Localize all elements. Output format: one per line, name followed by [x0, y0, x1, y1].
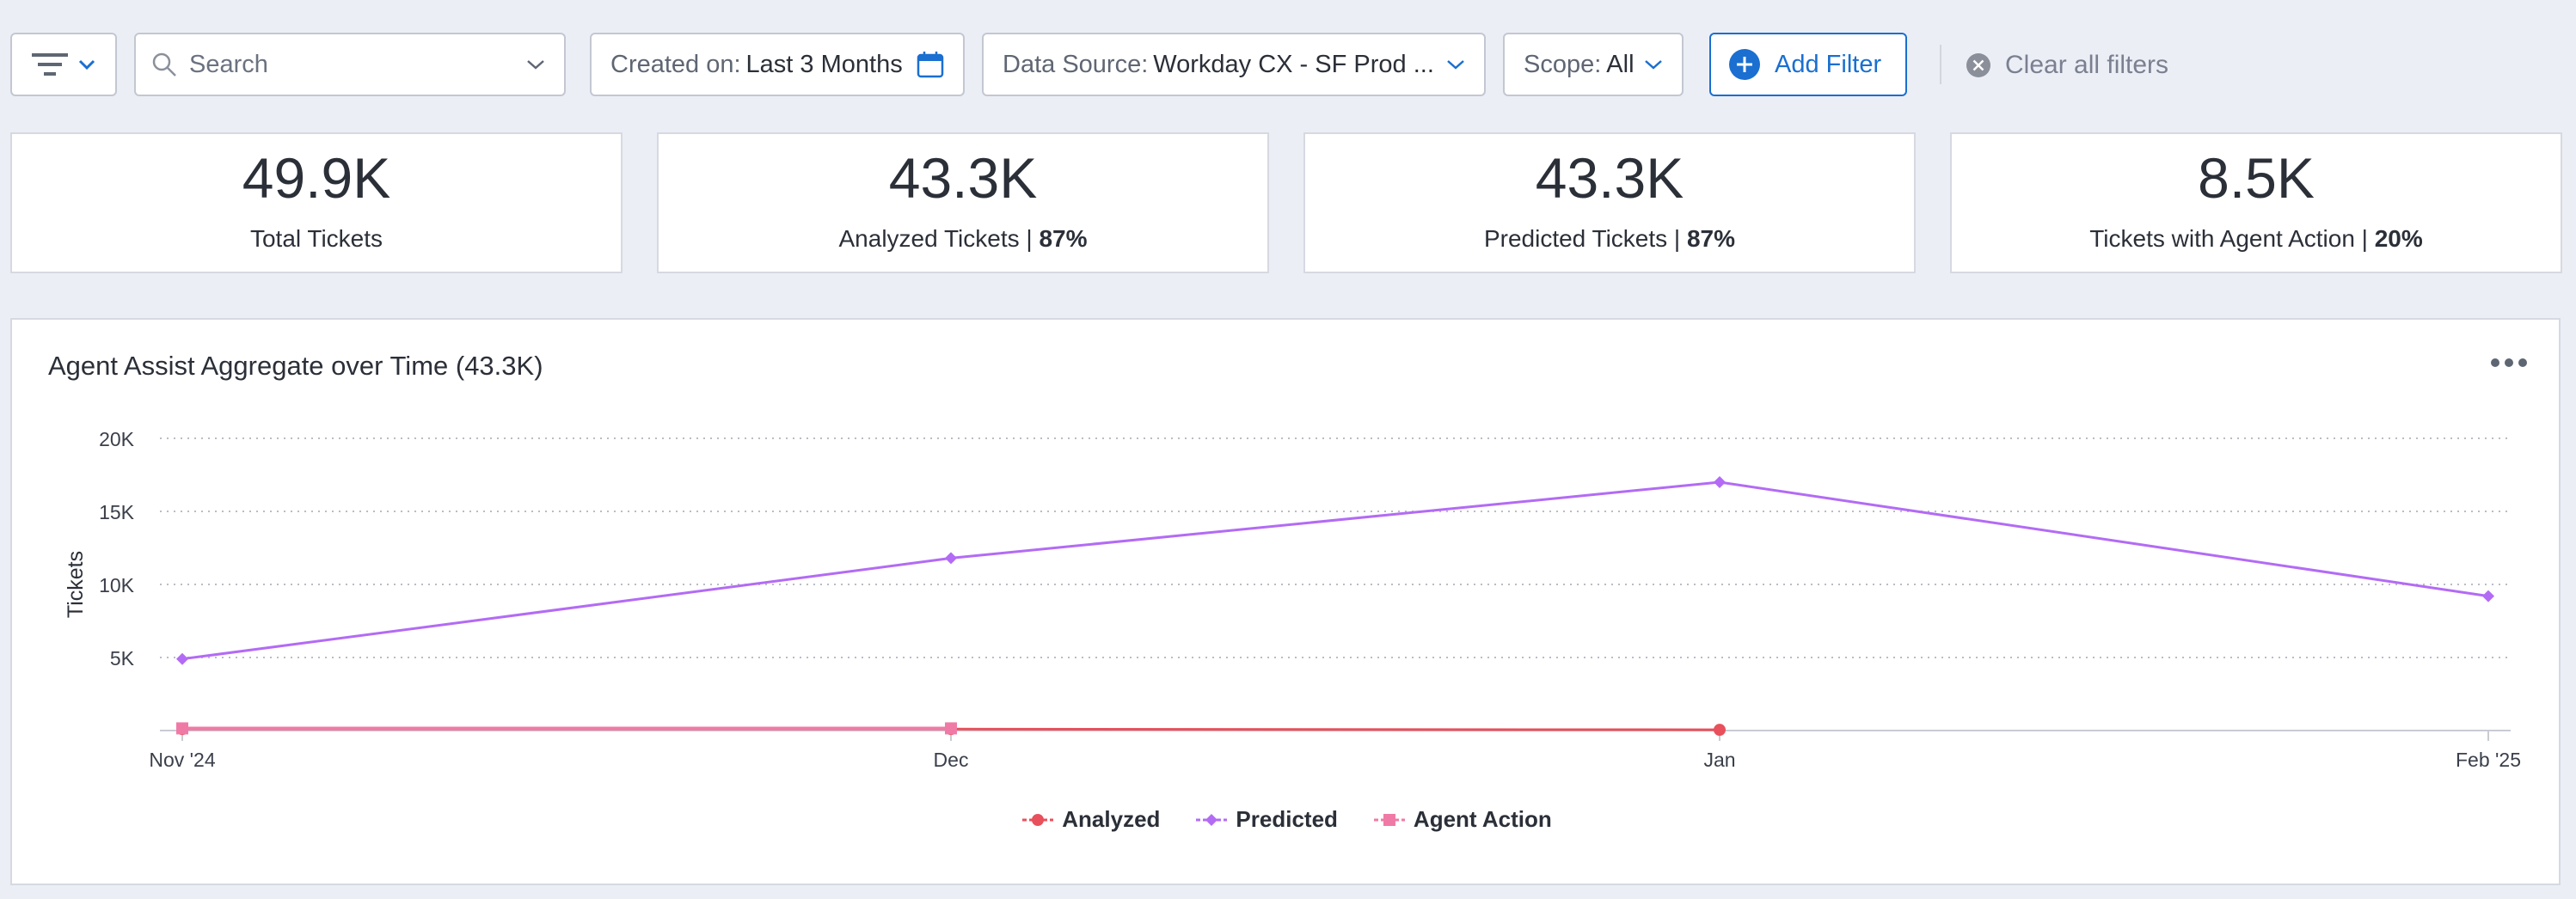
card-percent: 20% — [2374, 225, 2423, 252]
x-tick-label: Jan — [1703, 749, 1735, 771]
card-label: Tickets with Agent Action | 20% — [2089, 225, 2423, 252]
card-percent: 87% — [1686, 225, 1736, 252]
card-value: 43.3K — [888, 146, 1038, 210]
legend-label: Analyzed — [1062, 806, 1161, 832]
search-input[interactable]: Search — [134, 33, 566, 96]
chart-title: Agent Assist Aggregate over Time (43.3K) — [48, 351, 543, 381]
search-placeholder: Search — [189, 50, 268, 78]
card-label: Predicted Tickets | 87% — [1483, 225, 1736, 252]
filter-toolbar: Search Created on: Last 3 Months Data So… — [0, 0, 2576, 120]
card-value: 49.9K — [242, 146, 391, 210]
close-circle-icon — [1966, 53, 1990, 77]
agent-assist-chart-panel: 5K 10K 15K 20K Nov '24 Dec Jan Feb '25 Tickets A… — [10, 318, 2561, 885]
legend-label: Predicted — [1236, 806, 1338, 832]
total-tickets-card: 49.9K Total Tickets — [10, 132, 623, 273]
chevron-down-icon — [527, 60, 544, 70]
predicted-data-point — [1714, 476, 1726, 488]
y-tick-label: 20K — [99, 428, 135, 450]
legend-marker — [1373, 813, 1405, 826]
y-tick-label: 15K — [99, 501, 135, 523]
chevron-down-icon — [1447, 60, 1464, 70]
data-source-label: Data Source: — [1003, 50, 1149, 78]
data-source-value: Workday CX - SF Prod ... — [1153, 50, 1434, 78]
card-label: Total Tickets — [249, 225, 383, 252]
x-tick-label: Dec — [934, 749, 969, 771]
created-on-label: Created on: — [610, 50, 741, 78]
add-filter-label: Add Filter — [1775, 50, 1882, 78]
add-filter-button[interactable]: Add Filter — [1709, 33, 1907, 96]
legend-item-agent-action[interactable]: Agent Action — [1373, 806, 1552, 833]
chevron-down-icon — [78, 59, 95, 70]
card-label: Analyzed Tickets | 87% — [838, 225, 1088, 252]
line-chart: 5K 10K 15K 20K Nov '24 Dec Jan Feb '25 Tickets — [64, 428, 2521, 771]
chart-legend: Analyzed Predicted Agent Action — [12, 806, 2562, 833]
agent-action-card: 8.5K Tickets with Agent Action | 20% — [1950, 132, 2562, 273]
legend-marker — [1022, 813, 1054, 826]
scope-value: All — [1606, 50, 1635, 78]
more-options-icon[interactable] — [2490, 358, 2528, 368]
y-tick-label: 10K — [99, 574, 135, 596]
toolbar-divider — [1940, 45, 1941, 84]
search-icon — [152, 52, 176, 76]
y-axis-label: Tickets — [64, 551, 88, 618]
legend-label: Agent Action — [1413, 806, 1552, 832]
x-tick-label: Feb '25 — [2456, 749, 2521, 771]
filter-menu-button[interactable] — [10, 33, 117, 96]
agent-action-data-point — [176, 722, 188, 735]
analyzed-data-point — [1714, 724, 1726, 737]
x-tick-label: Nov '24 — [149, 749, 215, 771]
filter-lines-icon — [32, 53, 68, 76]
card-percent: 87% — [1039, 225, 1088, 252]
clear-all-filters-button[interactable]: Clear all filters — [1966, 45, 2168, 86]
chevron-down-icon — [1645, 60, 1662, 70]
card-value: 43.3K — [1535, 146, 1684, 210]
plus-circle-icon — [1729, 49, 1760, 80]
predicted-series-line — [181, 480, 2489, 661]
created-on-filter[interactable]: Created on: Last 3 Months — [590, 33, 965, 96]
predicted-tickets-card: 43.3K Predicted Tickets | 87% — [1303, 132, 1916, 273]
predicted-data-point — [2482, 590, 2494, 602]
predicted-data-point — [945, 552, 957, 565]
predicted-data-point — [176, 652, 188, 665]
legend-item-predicted[interactable]: Predicted — [1196, 806, 1338, 833]
scope-filter[interactable]: Scope: All — [1503, 33, 1684, 96]
y-tick-label: 5K — [110, 647, 135, 670]
legend-item-analyzed[interactable]: Analyzed — [1022, 806, 1160, 833]
calendar-icon — [917, 52, 944, 78]
legend-marker — [1196, 813, 1228, 826]
card-value: 8.5K — [2198, 146, 2315, 210]
scope-label: Scope: — [1524, 50, 1602, 78]
data-source-filter[interactable]: Data Source: Workday CX - SF Prod ... — [982, 33, 1486, 96]
created-on-value: Last 3 Months — [745, 50, 903, 78]
clear-all-filters-label: Clear all filters — [2005, 51, 2169, 79]
analyzed-tickets-card: 43.3K Analyzed Tickets | 87% — [657, 132, 1269, 273]
agent-action-data-point — [945, 722, 957, 735]
